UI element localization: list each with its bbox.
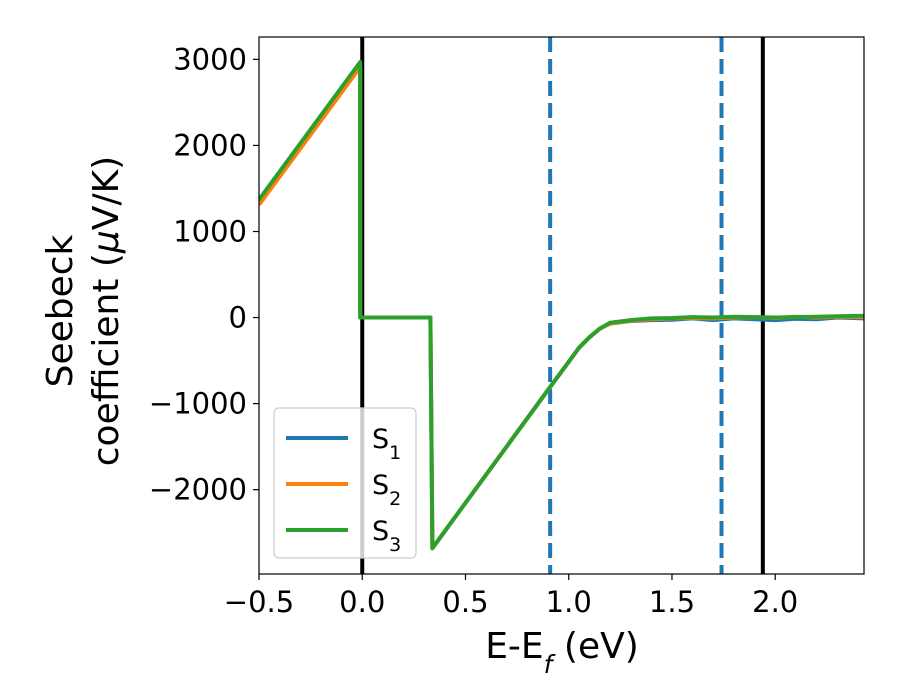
legend-label-S1: S1 xyxy=(372,424,401,464)
x-tick-label: 0.0 xyxy=(339,585,385,619)
y-tick-label: 3000 xyxy=(173,42,247,76)
x-tick-label: −0.5 xyxy=(224,585,294,619)
legend-label-S3: S3 xyxy=(372,516,401,556)
x-axis-ticks: −0.5 0.0 0.5 1.0 1.5 2.0 xyxy=(224,574,798,619)
plot-frame xyxy=(258,36,865,575)
y-axis-ticks: −2000 −1000 0 1000 2000 3000 xyxy=(149,42,259,507)
y-tick-label: −1000 xyxy=(149,387,247,421)
y-tick-label: 2000 xyxy=(173,128,247,162)
y-axis-label-line2: coefficient (μV/K) xyxy=(86,156,127,466)
x-tick-label: 0.5 xyxy=(442,585,488,619)
reference-lines xyxy=(360,37,765,574)
x-axis-label: E-Ef (eV) xyxy=(485,626,639,679)
y-axis-label-line1: Seebeck xyxy=(40,234,81,387)
series-lines xyxy=(259,60,864,551)
y-tick-label: 1000 xyxy=(173,214,247,248)
series-line-S3 xyxy=(259,60,864,551)
x-tick-label: 1.5 xyxy=(649,585,695,619)
legend-label-S2: S2 xyxy=(372,470,401,510)
legend: S1 S2 S3 xyxy=(273,407,417,559)
x-tick-label: 2.0 xyxy=(752,585,798,619)
y-axis-label: Seebeck coefficient (μV/K) xyxy=(40,156,127,466)
x-tick-label: 1.0 xyxy=(546,585,592,619)
y-tick-label: −2000 xyxy=(149,473,247,507)
y-tick-label: 0 xyxy=(229,301,247,335)
